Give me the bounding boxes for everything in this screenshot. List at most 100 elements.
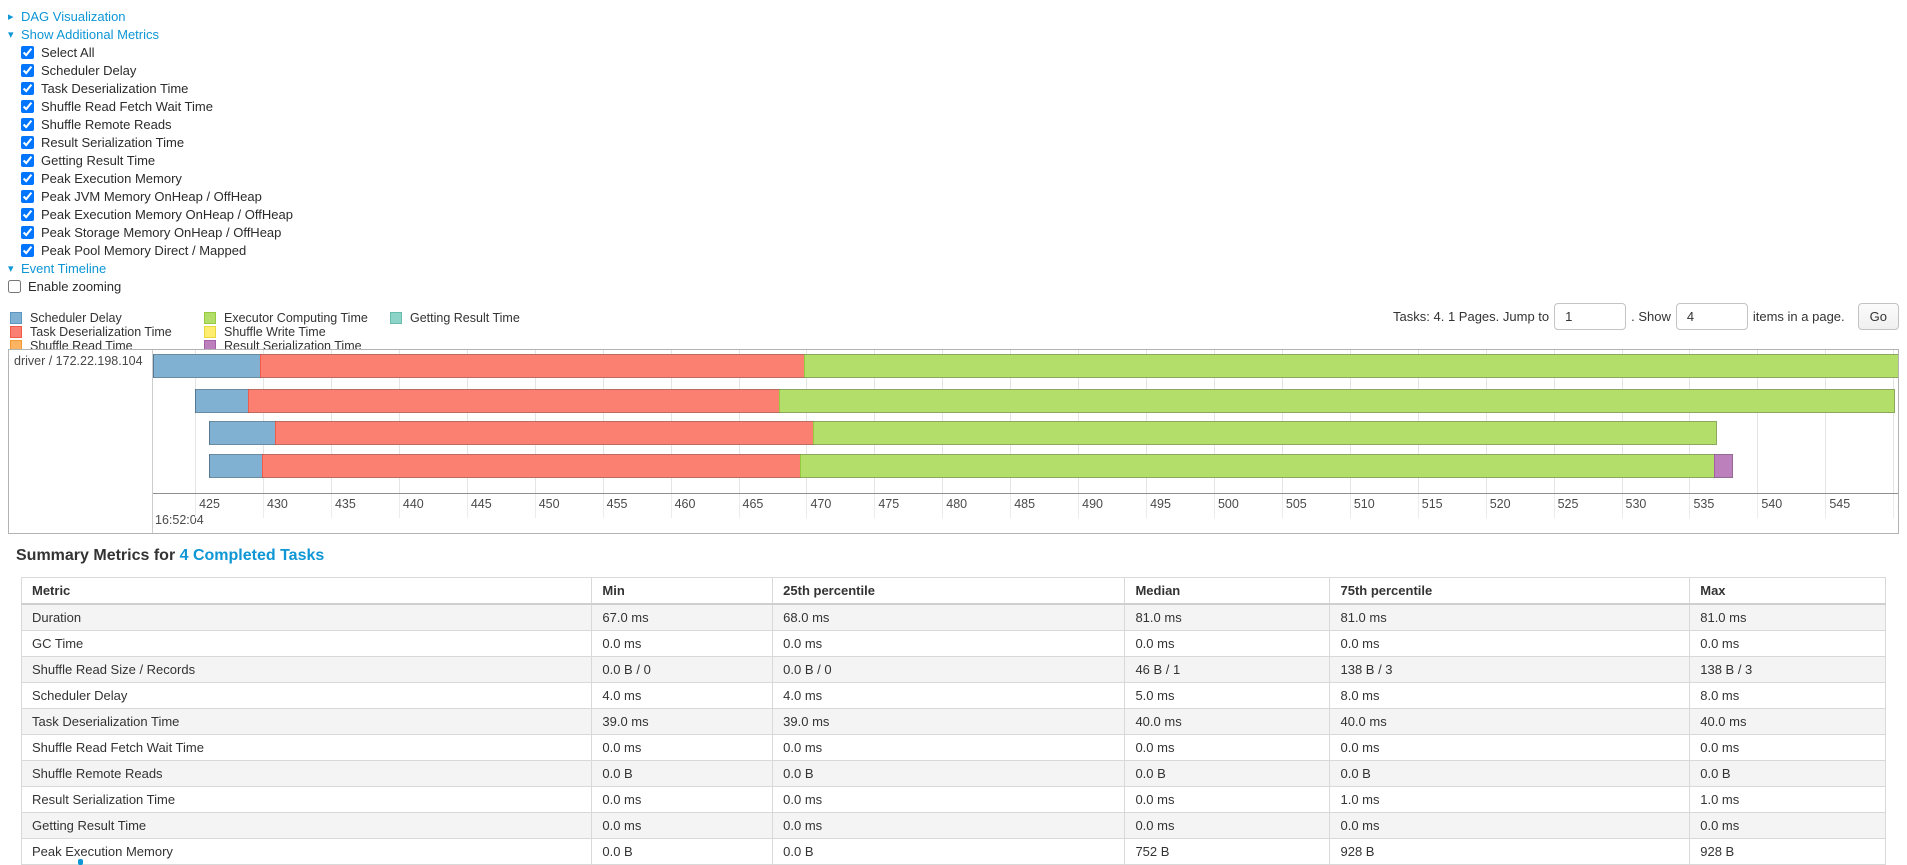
metric-checkbox-label: Peak Pool Memory Direct / Mapped [41,242,247,258]
items-per-page-input[interactable] [1675,303,1748,330]
table-cell: 40.0 ms [1329,708,1691,735]
gridline-tick [1485,494,1487,518]
gridline-tick [534,494,536,518]
task-bar-segment-task-deserialization[interactable] [248,389,780,413]
x-axis-tick-label: 430 [267,497,288,511]
metric-checkbox-label: Peak JVM Memory OnHeap / OffHeap [41,188,262,204]
gridline-tick [1010,494,1012,518]
metric-checkbox-row[interactable]: Shuffle Remote Reads [21,115,1899,133]
metric-checkbox[interactable] [21,81,34,95]
table-cell: 0.0 ms [1329,734,1691,761]
task-bar-segment-scheduler-delay[interactable] [153,354,261,378]
x-axis-tick-label: 535 [1693,497,1715,511]
table-cell: 0.0 ms [772,734,1126,761]
event-timeline-toggle[interactable]: ▾ Event Timeline [8,259,1899,277]
metric-checkbox-row[interactable]: Shuffle Read Fetch Wait Time [21,97,1899,115]
gridline-tick [1146,494,1148,518]
task-bar-segment-executor-computing[interactable] [799,454,1714,478]
task-bar-segment-executor-computing[interactable] [813,421,1717,445]
table-cell: 39.0 ms [591,708,774,735]
gridline [195,350,197,493]
metric-checkbox-row[interactable]: Peak Execution Memory OnHeap / OffHeap [21,205,1899,223]
table-row: Duration 67.0 ms 68.0 ms 81.0 ms 81.0 ms 81.0… [20,603,1886,631]
table-row: Shuffle Read Size / Records 0.0 B / 0 0.0 … [20,656,1886,683]
table-cell: 0.0 B [1689,760,1886,787]
table-row: GC Time 0.0 ms 0.0 ms 0.0 ms 0.0 ms 0.0 ms [20,630,1886,657]
table-cell: 0.0 ms [1329,812,1691,839]
table-cell: 81.0 ms [1329,603,1691,631]
table-cell: 0.0 B [591,838,774,865]
table-cell: 0.0 ms [1329,630,1691,657]
table-header-cell: Metric [20,577,593,605]
table-cell: 81.0 ms [1689,603,1886,631]
show-additional-metrics-toggle[interactable]: ▾ Show Additional Metrics [8,25,1899,43]
metric-checkbox-row[interactable]: Select All [21,43,1899,61]
table-header-cell: 25th percentile [772,577,1126,605]
table-cell: Getting Result Time [20,812,593,839]
gridline-tick [1281,494,1283,518]
task-bar-segment-task-deserialization[interactable] [261,454,800,478]
expanded-arrow-icon: ▾ [8,262,14,275]
task-bar-segment-scheduler-delay[interactable] [195,389,249,413]
legend-item-task-deserialization: Task Deserialization Time [10,325,204,339]
table-cell: 138 B / 3 [1329,656,1691,683]
task-bar-segment-scheduler-delay[interactable] [208,421,276,445]
completed-tasks-link[interactable]: 4 Completed Tasks [179,547,325,564]
x-axis-tick-label: 510 [1353,497,1375,511]
table-row: Shuffle Remote Reads 0.0 B 0.0 B 0.0 B 0.0 B… [20,760,1886,787]
table-cell: 0.0 ms [1124,786,1331,813]
x-axis-tick-label: 455 [606,497,628,511]
metric-checkbox-label: Peak Storage Memory OnHeap / OffHeap [41,224,282,240]
metric-checkbox-row[interactable]: Task Deserialization Time [21,79,1899,97]
table-cell: Result Serialization Time [20,786,593,813]
x-axis-major-label: 16:52:04 [155,513,204,527]
x-axis-tick-label: 470 [810,497,832,511]
metric-checkbox[interactable] [21,45,34,59]
legend-label: Executor Computing Time [224,310,368,325]
metric-checkbox[interactable] [21,207,34,221]
metric-checkbox-row[interactable]: Peak Storage Memory OnHeap / OffHeap [21,223,1899,241]
task-bar-segment-task-deserialization[interactable] [275,421,814,445]
task-bar-segment-scheduler-delay[interactable] [208,454,262,478]
metric-checkbox[interactable] [21,225,34,239]
gridline-tick [602,494,604,518]
task-bar-segment-result-serialization[interactable] [1713,454,1733,478]
metric-checkbox[interactable] [21,117,34,131]
metric-checkbox-row[interactable]: Peak JVM Memory OnHeap / OffHeap [21,187,1899,205]
enable-zooming-row[interactable]: Enable zooming [8,277,1899,295]
metric-checkbox[interactable] [21,153,34,167]
metric-checkbox[interactable] [21,243,34,257]
x-axis-tick-label: 505 [1285,497,1307,511]
metric-checkbox[interactable] [21,171,34,185]
metric-checkbox-row[interactable]: Scheduler Delay [21,61,1899,79]
metric-checkbox-label: Task Deserialization Time [41,80,189,96]
enable-zooming-checkbox[interactable] [8,279,21,293]
table-row: Task Deserialization Time 39.0 ms 39.0 ms 4… [20,708,1886,735]
task-bar-segment-executor-computing[interactable] [803,354,1898,378]
gridline-tick [263,494,265,518]
dag-visualization-toggle[interactable]: ▸ DAG Visualization [8,7,1899,25]
task-bar-segment-executor-computing[interactable] [779,389,1895,413]
metric-checkbox[interactable] [21,63,34,77]
metric-checkbox-row[interactable]: Getting Result Time [21,151,1899,169]
table-cell: Peak Execution Memory [20,838,593,865]
metric-checkbox[interactable] [21,99,34,113]
jump-to-page-input[interactable] [1554,303,1627,330]
table-row: Result Serialization Time 0.0 ms 0.0 ms 0.0… [20,786,1886,813]
legend-column: Scheduler Delay Task Deserialization Time… [10,311,204,353]
event-timeline-label: Event Timeline [21,260,107,276]
legend-column: Getting Result Time [390,311,520,353]
gridline-tick [1621,494,1623,518]
metric-checkbox-row[interactable]: Peak Execution Memory [21,169,1899,187]
x-axis-tick-label: 520 [1489,497,1511,511]
task-bar-segment-task-deserialization[interactable] [260,354,804,378]
metric-checkbox-row[interactable]: Peak Pool Memory Direct / Mapped [21,241,1899,259]
gridline-tick [1417,494,1419,518]
enable-zooming-label: Enable zooming [28,278,122,294]
metric-checkbox-label: Peak Execution Memory OnHeap / OffHeap [41,206,293,222]
table-cell: 67.0 ms [591,603,774,631]
go-button[interactable]: Go [1857,303,1899,330]
metric-checkbox[interactable] [21,135,34,149]
metric-checkbox-row[interactable]: Result Serialization Time [21,133,1899,151]
metric-checkbox[interactable] [21,189,34,203]
